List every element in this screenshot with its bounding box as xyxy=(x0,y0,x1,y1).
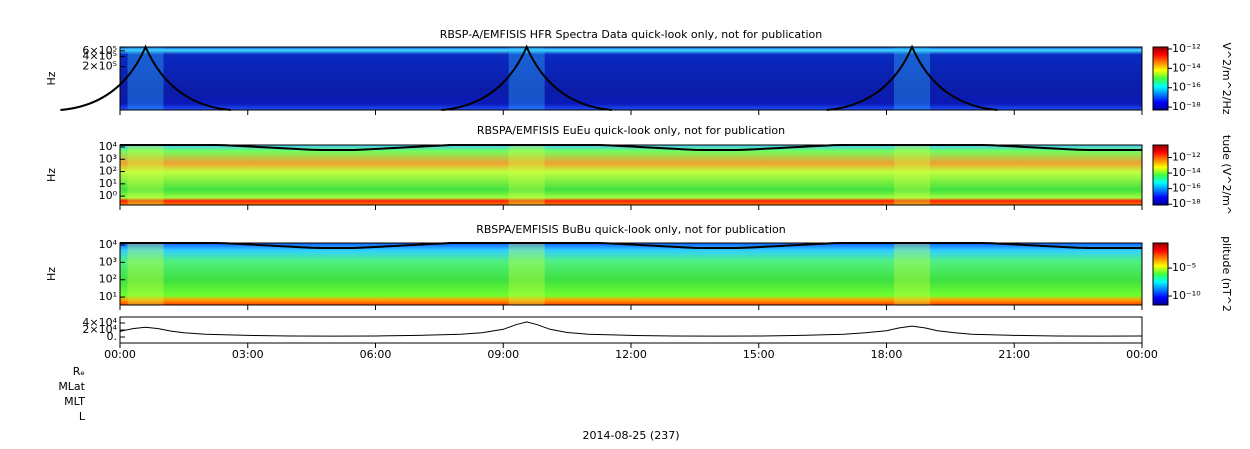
colorbar-tick-label: 10⁻¹⁴ xyxy=(1172,61,1201,74)
y-tick-label: 10³ xyxy=(99,152,117,165)
x-tick-label: 00:00 xyxy=(1126,348,1158,361)
panel-frame xyxy=(119,46,1143,111)
spectrogram-burst xyxy=(894,243,931,305)
spectrogram-burst xyxy=(127,47,164,110)
y-axis-label: Hz xyxy=(45,71,58,85)
spectrogram-burst xyxy=(894,145,931,205)
colorbar-tick-label: 10⁻¹⁸ xyxy=(1172,197,1201,210)
panel-title: RBSPA/EMFISIS BuBu quick-look only, not … xyxy=(476,223,786,236)
y-tick-label: 10¹ xyxy=(99,177,117,190)
data-line xyxy=(119,321,1143,337)
ephemeris-labels: Rₑ MLat MLT L xyxy=(58,365,86,423)
panel-frame xyxy=(119,144,1143,206)
y-tick-label: 10⁴ xyxy=(99,238,118,251)
colorbar-label: V^2/m^2/Hz xyxy=(1220,42,1233,114)
spectrogram-burst xyxy=(127,145,164,205)
colorbar-label: tude (V^2/m^ xyxy=(1220,135,1233,215)
y-tick-label: 10⁰ xyxy=(99,189,118,202)
panel-frame xyxy=(119,316,1143,344)
panel-frame xyxy=(119,242,1143,306)
panel-title: RBSPA/EMFISIS EuEu quick-look only, not … xyxy=(477,124,785,137)
y-tick-label: 0. xyxy=(107,330,118,343)
colorbar xyxy=(1152,242,1169,306)
ephemeris-label: MLT xyxy=(64,395,85,408)
ephemeris-label: MLat xyxy=(58,380,85,393)
y-axis-label: Hz xyxy=(45,168,58,182)
x-tick-label: 03:00 xyxy=(232,348,264,361)
colorbar-tick-label: 10⁻¹⁴ xyxy=(1172,166,1201,179)
colorbar xyxy=(1152,144,1169,206)
x-tick-label: 18:00 xyxy=(871,348,903,361)
x-tick-label: 12:00 xyxy=(615,348,647,361)
colorbar-tick-label: 10⁻¹² xyxy=(1172,42,1201,55)
y-tick-label: 2×10⁴ xyxy=(82,323,117,336)
y-tick-label: 10¹ xyxy=(99,290,117,303)
colorbar-tick-label: 10⁻⁵ xyxy=(1172,261,1196,274)
x-tick-label: 09:00 xyxy=(487,348,519,361)
colorbar-label: plitude (nT^2 xyxy=(1220,236,1233,312)
panel-title: RBSP-A/EMFISIS HFR Spectra Data quick-lo… xyxy=(440,28,823,41)
spectrogram-burst xyxy=(508,47,545,110)
y-axis-label: Hz xyxy=(45,267,58,281)
x-tick-label: 15:00 xyxy=(743,348,775,361)
colorbar xyxy=(1152,46,1169,111)
spectrogram-burst xyxy=(508,145,545,205)
y-tick-label: 10³ xyxy=(99,255,117,268)
colorbar-tick-label: 10⁻¹² xyxy=(1172,150,1201,163)
y-tick-label: 4×10⁵ xyxy=(82,50,117,63)
y-tick-label: 10² xyxy=(99,165,117,178)
ephemeris-label: Rₑ xyxy=(73,365,85,378)
spectrogram-image xyxy=(120,47,1142,110)
ephemeris-label: L xyxy=(79,410,86,423)
y-tick-label: 4×10⁴ xyxy=(82,316,117,329)
spectrogram-burst xyxy=(894,47,931,110)
spectrogram-image xyxy=(120,145,1142,205)
spectrogram-burst xyxy=(508,243,545,305)
y-tick-label: 10² xyxy=(99,273,117,286)
x-tick-label: 00:00 xyxy=(104,348,136,361)
colorbar-tick-label: 10⁻¹⁸ xyxy=(1172,100,1201,113)
x-tick-label: 21:00 xyxy=(998,348,1030,361)
colorbar-tick-label: 10⁻¹⁰ xyxy=(1172,289,1201,302)
y-tick-label: 10⁴ xyxy=(99,140,118,153)
y-tick-label: 6×10⁵ xyxy=(82,44,117,57)
spectrogram-image xyxy=(120,243,1142,305)
y-tick-label: 2×10⁵ xyxy=(82,60,117,73)
colorbar-tick-label: 10⁻¹⁶ xyxy=(1172,182,1201,195)
x-tick-label: 06:00 xyxy=(360,348,392,361)
colorbar-tick-label: 10⁻¹⁶ xyxy=(1172,81,1201,94)
date-label: 2014-08-25 (237) xyxy=(582,429,679,442)
spectrogram-burst xyxy=(127,243,164,305)
